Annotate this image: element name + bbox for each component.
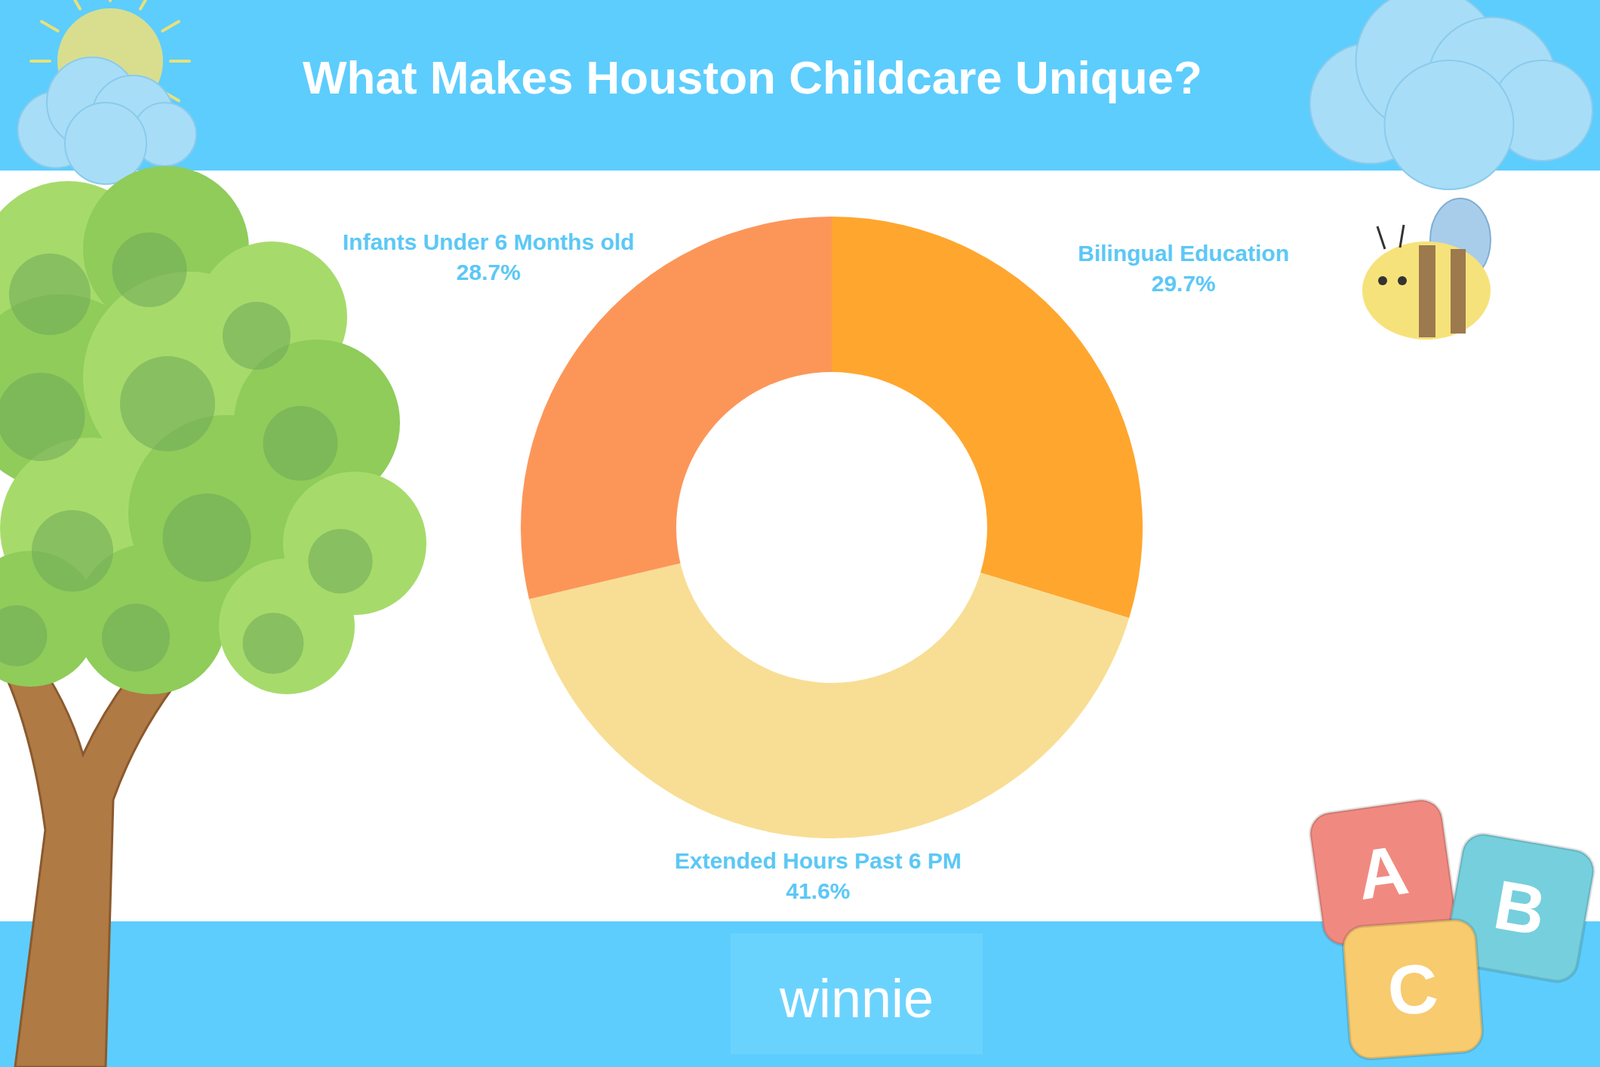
sun-ray (108, 0, 112, 1)
tree-shade (307, 529, 373, 594)
cloud-puff (64, 102, 147, 185)
bee-stripe (1450, 249, 1466, 334)
bee-antenna (1377, 226, 1385, 250)
sun-ray (41, 21, 59, 32)
bee-eye (1378, 276, 1388, 286)
bee-antenna (1400, 224, 1404, 248)
sun-ray (30, 59, 50, 63)
tree-shade (101, 603, 170, 672)
cloud-puff (1384, 60, 1514, 190)
bee-body (1362, 241, 1491, 340)
slice-category: Infants Under 6 Months old (342, 229, 635, 255)
slice-value-label: 28.7% (456, 259, 521, 285)
tree-shade (0, 372, 86, 462)
cloud-right (1310, 0, 1593, 190)
logo: winnie (778, 968, 934, 1029)
title: What Makes Houston Childcare Unique? (302, 51, 1203, 104)
tree-shade (112, 232, 188, 308)
tree-shade (0, 605, 48, 667)
letter-block: C (1341, 918, 1484, 1061)
bee (1362, 198, 1491, 340)
sun-ray (170, 59, 190, 63)
block-face (1341, 918, 1484, 1061)
tree-shade (163, 493, 252, 582)
tree-shade (31, 510, 114, 592)
donut-chart (520, 216, 1143, 839)
sun-ray (140, 0, 151, 10)
tree (0, 166, 427, 1067)
slice-category: Extended Hours Past 6 PM (674, 848, 962, 874)
sun-ray (70, 0, 81, 10)
block-letter: A (1352, 830, 1413, 914)
slice-value-label: 41.6% (785, 878, 850, 904)
block-letter: C (1384, 949, 1440, 1030)
slice-value-label: 29.7% (1150, 270, 1216, 296)
cloud-left (18, 57, 197, 185)
tree-shade (9, 253, 91, 336)
logo-box (730, 933, 983, 1055)
donut-slice (831, 216, 1143, 619)
donut-slice (520, 216, 832, 600)
donut-slice (529, 563, 1130, 839)
tree-shade (120, 356, 216, 452)
block-letter: B (1488, 865, 1551, 951)
sun-ray (162, 21, 179, 32)
bee-stripe (1418, 245, 1436, 338)
page: What Makes Houston Childcare Unique? ABC B… (0, 0, 1600, 1067)
tree-shade (263, 406, 339, 481)
bee-eye (1397, 276, 1407, 286)
tree-shade (243, 612, 305, 674)
slice-category: Bilingual Education (1077, 240, 1290, 266)
tree-shade (222, 301, 291, 370)
